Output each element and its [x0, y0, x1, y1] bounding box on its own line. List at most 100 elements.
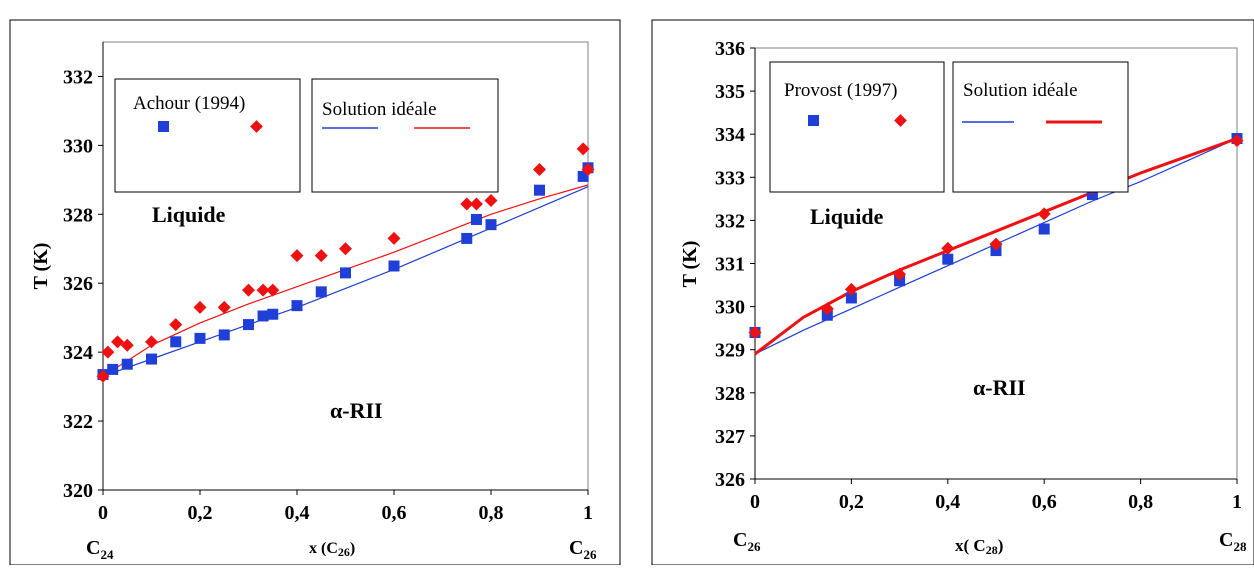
data-point-diamond	[1230, 134, 1244, 148]
data-point-diamond	[120, 338, 134, 352]
legend-box-2: Solution idéale	[311, 78, 499, 193]
legend-box-1: Provost (1997)	[769, 61, 945, 193]
x-tick-label: 0,8	[1128, 491, 1153, 513]
data-point-diamond	[533, 163, 546, 177]
legend-square-marker	[158, 121, 169, 132]
data-point-diamond	[111, 335, 125, 349]
region-label-liquide: Liquide	[152, 202, 226, 227]
x-end-label-right: C28	[1219, 529, 1247, 554]
y-tick-label: 332	[63, 66, 93, 88]
x-ticks: 0 0,2 0,4 0,6 0,8 1	[750, 478, 1242, 513]
data-point-diamond	[941, 241, 955, 255]
y-tick-label: 328	[63, 204, 93, 226]
legend-square-marker	[808, 115, 819, 126]
y-tick-label: 334	[715, 124, 745, 146]
x-axis-label: x (C26)	[309, 540, 355, 559]
y-tick-label: 329	[715, 340, 745, 362]
data-point-square	[315, 286, 327, 298]
data-point-square	[267, 308, 279, 320]
y-tick-label: 328	[715, 383, 745, 405]
data-point-square	[257, 310, 269, 322]
data-point-square	[388, 260, 400, 272]
y-tick-label: 330	[63, 135, 93, 157]
data-point-diamond	[256, 283, 270, 297]
x-tick-label: 0	[750, 491, 760, 513]
chart-left: 320 322 324 326 328 330 332 0 0,2 0,4 0,6 0,8 1 T (…	[9, 19, 621, 566]
y-ticks: 320 322 324 326 328 330 332	[63, 42, 104, 502]
legend-diamond-marker	[250, 120, 263, 133]
data-point-square	[243, 319, 254, 331]
legend-label-1: Achour (1994)	[133, 93, 245, 114]
y-tick-label: 320	[63, 480, 93, 502]
x-tick-label: 0,2	[839, 491, 864, 513]
data-point-diamond	[748, 325, 762, 339]
data-point-diamond	[1037, 207, 1051, 221]
x-tick-label: 1	[1232, 491, 1242, 513]
region-label-alpha-rii: α-RII	[973, 375, 1026, 400]
x-tick-label: 0,6	[1032, 491, 1057, 513]
data-point-square	[845, 292, 857, 304]
data-point-diamond	[96, 369, 110, 383]
x-end-label-left: C26	[733, 529, 761, 554]
data-point-square	[170, 336, 182, 348]
data-point-square	[121, 358, 133, 370]
data-point-square	[534, 184, 545, 196]
data-point-square	[470, 213, 482, 225]
data-point-diamond	[581, 163, 595, 177]
data-point-diamond	[820, 302, 834, 316]
y-tick-label: 333	[715, 167, 745, 189]
data-point-diamond	[217, 300, 231, 314]
data-point-diamond	[387, 231, 401, 245]
data-point-diamond	[169, 318, 183, 332]
data-point-diamond	[339, 242, 352, 256]
data-point-diamond	[484, 194, 498, 208]
y-tick-label: 324	[63, 342, 93, 364]
series-line-2	[102, 186, 589, 377]
legend-box-2: Solution idéale	[952, 61, 1129, 193]
data-point-square	[485, 219, 497, 231]
x-tick-label: 0,8	[479, 502, 504, 524]
data-point-diamond	[290, 249, 304, 263]
y-axis-label: T (K)	[679, 241, 701, 288]
x-end-label-left: C24	[86, 537, 114, 562]
legend-label-2: Solution idéale	[322, 99, 437, 120]
region-label-liquide: Liquide	[810, 204, 884, 229]
points	[96, 142, 595, 383]
y-tick-label: 326	[63, 273, 93, 295]
x-ticks: 0 0,2 0,4 0,6 0,8 1	[98, 489, 593, 524]
y-tick-label: 326	[715, 469, 745, 491]
data-point-square	[194, 332, 206, 344]
data-point-diamond	[266, 283, 280, 297]
x-tick-label: 0,2	[188, 502, 213, 524]
x-axis-label: x( C28)	[955, 536, 1003, 557]
data-point-square	[942, 253, 954, 265]
y-tick-label: 332	[715, 210, 745, 232]
data-point-diamond	[844, 282, 858, 296]
y-tick-label: 335	[715, 81, 745, 103]
data-point-square	[340, 267, 351, 279]
data-point-diamond	[193, 300, 207, 314]
data-point-square	[218, 329, 230, 341]
x-tick-label: 0	[98, 502, 108, 524]
x-tick-label: 0,4	[935, 491, 960, 513]
data-point-diamond	[469, 197, 483, 211]
x-end-label-right: C26	[569, 537, 597, 562]
data-point-square	[291, 300, 303, 312]
y-tick-label: 331	[715, 254, 745, 276]
x-tick-label: 1	[583, 502, 593, 524]
data-point-square	[146, 353, 157, 365]
x-tick-label: 0,6	[382, 502, 407, 524]
data-point-square	[1038, 223, 1050, 235]
y-tick-label: 322	[63, 411, 93, 433]
chart-right: 326 327 328 329 330 331 332 333 334 335 336 0 0,2 0,…	[651, 19, 1254, 566]
region-label-alpha-rii: α-RII	[330, 398, 383, 423]
data-point-square	[577, 170, 589, 182]
data-point-diamond	[242, 283, 255, 297]
data-point-diamond	[893, 267, 907, 281]
legend-label-2: Solution idéale	[963, 80, 1078, 101]
data-point-diamond	[314, 249, 328, 263]
y-tick-label: 336	[715, 38, 745, 60]
y-axis-label: T (K)	[30, 243, 52, 290]
data-point-diamond	[989, 237, 1003, 251]
